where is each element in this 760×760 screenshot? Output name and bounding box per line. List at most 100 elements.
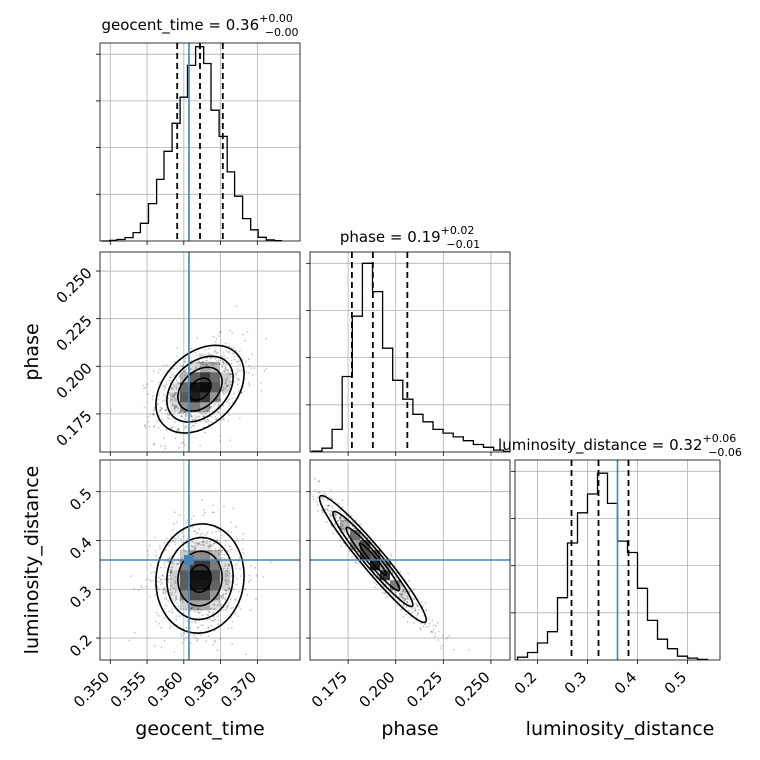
sample-point — [224, 609, 227, 611]
sample-point — [433, 635, 436, 638]
sample-point — [209, 540, 212, 543]
sample-point — [230, 607, 233, 610]
density-cell — [220, 590, 231, 601]
sample-point — [241, 333, 244, 336]
sample-point — [178, 447, 181, 449]
sample-point — [207, 614, 210, 617]
sample-point — [174, 575, 177, 578]
sample-point — [222, 370, 225, 372]
sample-point — [194, 422, 197, 424]
sample-point — [169, 394, 172, 397]
sample-point — [162, 587, 165, 590]
sample-point — [340, 517, 342, 520]
sample-point — [227, 627, 230, 630]
sample-point — [229, 329, 232, 332]
sample-point — [214, 400, 217, 402]
sample-point — [239, 608, 242, 611]
contour-level — [345, 526, 401, 592]
sample-point — [209, 405, 212, 408]
density-cell — [180, 402, 191, 413]
sample-point — [203, 508, 206, 511]
sample-point — [388, 591, 391, 594]
sample-point — [206, 618, 209, 621]
sample-point — [329, 512, 332, 515]
sample-point — [128, 639, 131, 642]
sample-point — [240, 575, 242, 577]
histogram-phase-bars — [311, 262, 511, 453]
sample-point — [419, 628, 422, 631]
sample-point — [341, 519, 344, 521]
sample-point — [413, 598, 416, 601]
sample-point — [445, 637, 448, 640]
density-cell — [220, 382, 231, 393]
sample-point — [399, 571, 402, 574]
histogram-luminosity-distance-bars — [516, 472, 709, 661]
contour-level — [177, 550, 223, 607]
sample-point — [163, 592, 166, 595]
sample-point — [171, 611, 174, 614]
sample-point — [194, 546, 197, 549]
sample-point — [186, 538, 189, 540]
sample-point — [184, 369, 187, 371]
sample-point — [174, 591, 177, 594]
sample-point — [210, 415, 212, 418]
sample-point — [203, 540, 206, 543]
sample-point — [165, 383, 168, 386]
sample-point — [340, 515, 343, 518]
sample-point — [321, 511, 324, 513]
sample-point — [385, 595, 388, 598]
x-tick-label: 0.2 — [511, 668, 541, 698]
sample-point — [174, 580, 177, 583]
x-tick-label: 0.365 — [180, 668, 223, 711]
sample-point — [165, 598, 168, 601]
sample-point — [316, 504, 319, 506]
sample-point — [322, 498, 325, 501]
sample-point — [169, 570, 172, 572]
sample-point — [221, 549, 224, 552]
sample-point — [165, 537, 168, 540]
sample-point — [185, 609, 188, 611]
sample-point — [206, 613, 208, 616]
sample-point — [229, 380, 232, 383]
sample-point — [210, 361, 213, 364]
sample-point — [174, 406, 177, 409]
sample-point — [176, 367, 179, 370]
sample-point — [184, 371, 187, 373]
sample-point — [194, 530, 196, 532]
sample-point — [241, 548, 244, 551]
sample-point — [218, 395, 221, 397]
sample-point — [190, 607, 193, 610]
sample-point — [211, 619, 213, 622]
sample-point — [420, 600, 423, 603]
sample-point — [175, 595, 178, 598]
sample-point — [162, 364, 165, 367]
sample-point — [248, 580, 250, 583]
sample-point — [239, 363, 241, 366]
sample-point — [206, 364, 208, 366]
sample-point — [189, 368, 192, 370]
sample-point — [157, 398, 160, 401]
sample-point — [378, 576, 381, 578]
sample-point — [199, 634, 202, 637]
sample-point — [212, 404, 215, 407]
sample-point — [424, 601, 427, 604]
sample-point — [210, 544, 213, 546]
sample-point — [218, 549, 220, 552]
sample-point — [158, 410, 161, 413]
sample-point — [244, 340, 247, 342]
sample-point — [234, 373, 237, 375]
sample-point — [434, 624, 437, 627]
sample-point — [175, 521, 178, 524]
sample-point — [190, 607, 193, 609]
sample-point — [184, 411, 186, 413]
sample-point — [169, 625, 172, 628]
sample-point — [182, 601, 185, 603]
sample-point — [138, 589, 140, 592]
sample-point — [338, 519, 341, 521]
sample-point — [167, 560, 169, 563]
sample-point — [248, 575, 251, 577]
sample-point — [428, 622, 431, 625]
sample-point — [216, 417, 218, 420]
sample-point — [339, 517, 341, 519]
sample-point — [324, 508, 327, 511]
